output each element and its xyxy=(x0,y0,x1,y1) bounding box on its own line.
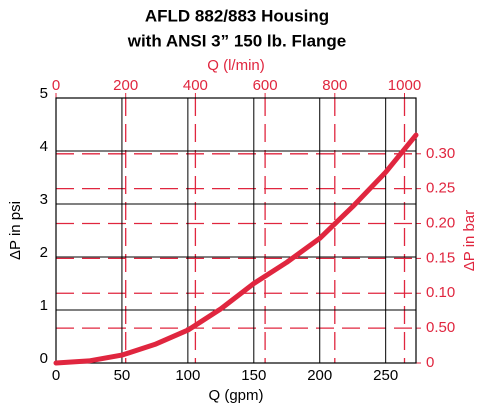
y-tick-label: 2 xyxy=(40,244,48,261)
y-axis-label: ΔP in psi xyxy=(7,201,24,260)
x-tick-label: 50 xyxy=(114,367,131,384)
y-tick-label: 4 xyxy=(40,138,48,155)
y2-tick-label: 0.25 xyxy=(426,180,455,197)
y-tick-label: 1 xyxy=(40,297,48,314)
x2-tick-label: 600 xyxy=(253,77,278,94)
x2-tick-label: 200 xyxy=(113,77,138,94)
x2-axis-label: Q (l/min) xyxy=(207,57,265,74)
y2-tick-label: 0.50 xyxy=(426,319,455,336)
x-tick-label: 100 xyxy=(175,367,200,384)
x2-tick-label: 0 xyxy=(52,77,60,94)
plot-frame xyxy=(55,97,417,364)
data-line xyxy=(53,132,419,366)
x2-tick-label: 400 xyxy=(183,77,208,94)
y2-tick-label: 0.10 xyxy=(426,284,455,301)
y2-tick-label: 0.30 xyxy=(426,145,455,162)
chart-title: AFLD 882/883 Housing xyxy=(145,6,329,25)
x-axis-label: Q (gpm) xyxy=(208,387,263,404)
y-tick-label: 5 xyxy=(40,85,48,102)
x-tick-label: 200 xyxy=(307,367,332,384)
y2-tick-label: 0.15 xyxy=(426,249,455,266)
y2-tick-label: 0 xyxy=(426,354,434,371)
x-tick-label: 0 xyxy=(52,367,60,384)
y2-axis-label: ΔP in bar xyxy=(461,210,478,271)
y-tick-label: 0 xyxy=(40,350,48,367)
x-tick-label: 150 xyxy=(241,367,266,384)
chart-subtitle: with ANSI 3” 150 lb. Flange xyxy=(127,31,347,50)
x-tick-label: 250 xyxy=(373,367,398,384)
y2-tick-label: 0.20 xyxy=(426,214,455,231)
x2-tick-label: 1000 xyxy=(388,77,421,94)
x2-tick-label: 800 xyxy=(322,77,347,94)
y-tick-label: 3 xyxy=(40,191,48,208)
